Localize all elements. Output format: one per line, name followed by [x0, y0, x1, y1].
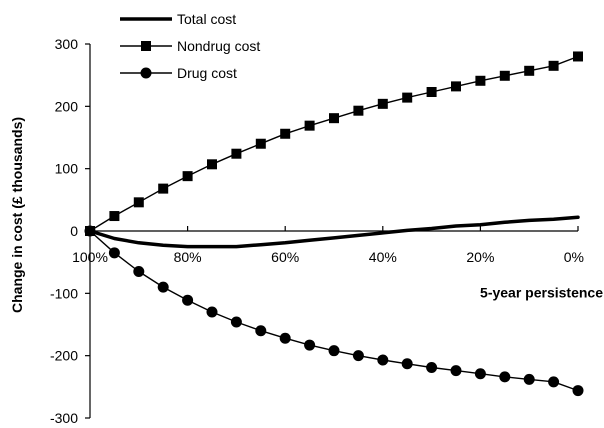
nondrug-cost-point: [426, 86, 437, 97]
y-tick-label: -100: [50, 285, 78, 301]
nondrug-cost-point: [255, 138, 266, 149]
series-total-cost: [88, 215, 580, 249]
series-drug-cost: [84, 225, 584, 397]
x-tick-label: 100%: [72, 249, 108, 265]
nondrug-cost-point: [451, 81, 461, 92]
drug-cost-point: [304, 339, 316, 351]
nondrug-cost-point: [548, 60, 559, 71]
drug-cost-point: [377, 354, 389, 366]
drug-cost-point: [572, 385, 584, 397]
drug-cost-point: [133, 266, 145, 278]
legend-item-nondrug-cost: Nondrug cost: [120, 38, 260, 54]
nondrug-cost-point: [475, 75, 486, 86]
nondrug-cost-point: [109, 211, 120, 222]
legend: Total cost Nondrug cost Drug cost: [120, 11, 260, 81]
drug-cost-point: [523, 373, 535, 385]
legend-marker: [140, 67, 152, 79]
y-axis-title: Change in cost (£ thousands): [9, 117, 25, 313]
y-tick-label: -300: [50, 410, 78, 426]
drug-cost-point: [474, 368, 486, 380]
legend-label: Total cost: [177, 11, 236, 27]
drug-cost-point: [401, 358, 413, 370]
nondrug-cost-point: [231, 148, 242, 159]
drug-cost-point: [255, 325, 267, 337]
nondrug-cost-point: [133, 197, 144, 208]
y-tick-label: 200: [55, 98, 79, 114]
series-layer: [84, 51, 584, 397]
x-tick-label: 40%: [369, 249, 397, 265]
y-tick-label: 0: [70, 223, 78, 239]
nondrug-cost-point: [499, 70, 510, 81]
drug-cost-point: [352, 350, 364, 362]
legend-label: Nondrug cost: [177, 38, 260, 54]
x-tick-label: 0%: [564, 249, 584, 265]
x-tick-label: 60%: [271, 249, 299, 265]
nondrug-cost-point: [280, 128, 291, 139]
y-axis-ticks: 300 200 100 0 -100 -200 -300: [50, 36, 90, 426]
drug-cost-point: [182, 294, 194, 306]
y-tick-label: 300: [55, 36, 79, 52]
nondrug-cost-point: [329, 113, 339, 124]
drug-cost-point: [499, 371, 511, 383]
nondrug-cost-point: [207, 159, 217, 170]
drug-cost-point: [450, 365, 462, 377]
drug-cost-point: [328, 345, 340, 357]
y-tick-label: 100: [55, 161, 79, 177]
drug-cost-point: [157, 281, 169, 293]
x-axis-title: 5-year persistence: [480, 284, 603, 300]
total-cost-line: [88, 215, 580, 249]
x-tick-label: 80%: [174, 249, 202, 265]
nondrug-cost-point: [182, 171, 193, 182]
drug-cost-point: [279, 332, 291, 344]
drug-cost-line: [89, 230, 579, 392]
nondrug-cost-point: [304, 120, 315, 131]
drug-cost-point: [206, 306, 218, 318]
nondrug-cost-point: [158, 183, 169, 194]
drug-cost-point: [548, 376, 560, 388]
drug-cost-point: [84, 225, 96, 237]
nondrug-cost-point: [524, 65, 535, 76]
x-axis-ticks: 100% 80% 60% 40% 20% 0%: [72, 226, 584, 265]
legend-item-total-cost: Total cost: [120, 11, 236, 27]
nondrug-cost-point: [573, 51, 583, 62]
x-tick-label: 20%: [466, 249, 494, 265]
y-tick-label: -200: [50, 348, 78, 364]
drug-cost-point: [426, 362, 438, 374]
drug-cost-point: [230, 316, 242, 328]
legend-marker: [141, 41, 151, 51]
nondrug-cost-point: [402, 92, 413, 103]
axes: [89, 44, 578, 418]
series-nondrug-cost: [85, 51, 583, 236]
nondrug-cost-point: [377, 98, 388, 109]
legend-label: Drug cost: [177, 65, 237, 81]
nondrug-cost-line: [89, 55, 579, 232]
nondrug-cost-point: [353, 105, 364, 116]
legend-item-drug-cost: Drug cost: [120, 65, 237, 81]
drug-cost-point: [108, 247, 120, 259]
